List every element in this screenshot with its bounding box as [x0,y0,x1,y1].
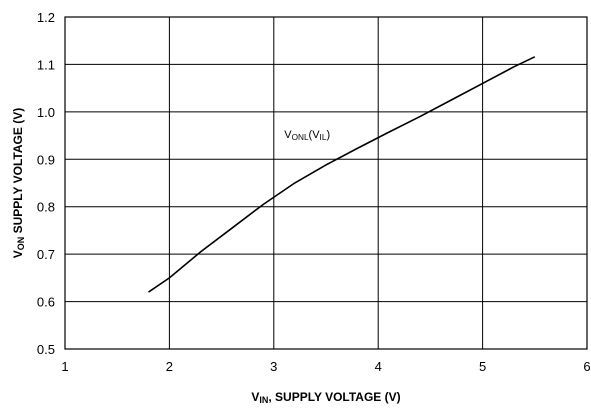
curve-annotation: VONL(VIL) [284,129,330,142]
x-axis-tick-labels: 1 2 3 4 5 6 [61,359,590,374]
y-tick-label: 1.1 [37,57,55,72]
x-tick-label: 6 [583,359,590,374]
y-axis-title: VON SUPPLY VOLTAGE (V) [11,108,26,258]
grid [65,17,587,349]
y-tick-label: 1.2 [37,10,55,25]
y-tick-label: 1.0 [37,105,55,120]
y-tick-label: 0.7 [37,247,55,262]
y-tick-label: 0.9 [37,152,55,167]
series-line [148,56,536,293]
y-tick-label: 0.8 [37,200,55,215]
y-tick-label: 0.5 [37,342,55,357]
plot-area-frame [64,16,588,350]
x-tick-label: 5 [479,359,486,374]
x-tick-label: 3 [270,359,277,374]
x-tick-label: 4 [375,359,382,374]
x-tick-label: 1 [61,359,68,374]
y-axis-tick-labels: 0.5 0.6 0.7 0.8 0.9 1.0 1.1 1.2 [37,10,55,357]
y-tick-label: 0.6 [37,295,55,310]
x-tick-label: 2 [166,359,173,374]
x-axis-title: VIN, SUPPLY VOLTAGE (V) [251,390,400,405]
